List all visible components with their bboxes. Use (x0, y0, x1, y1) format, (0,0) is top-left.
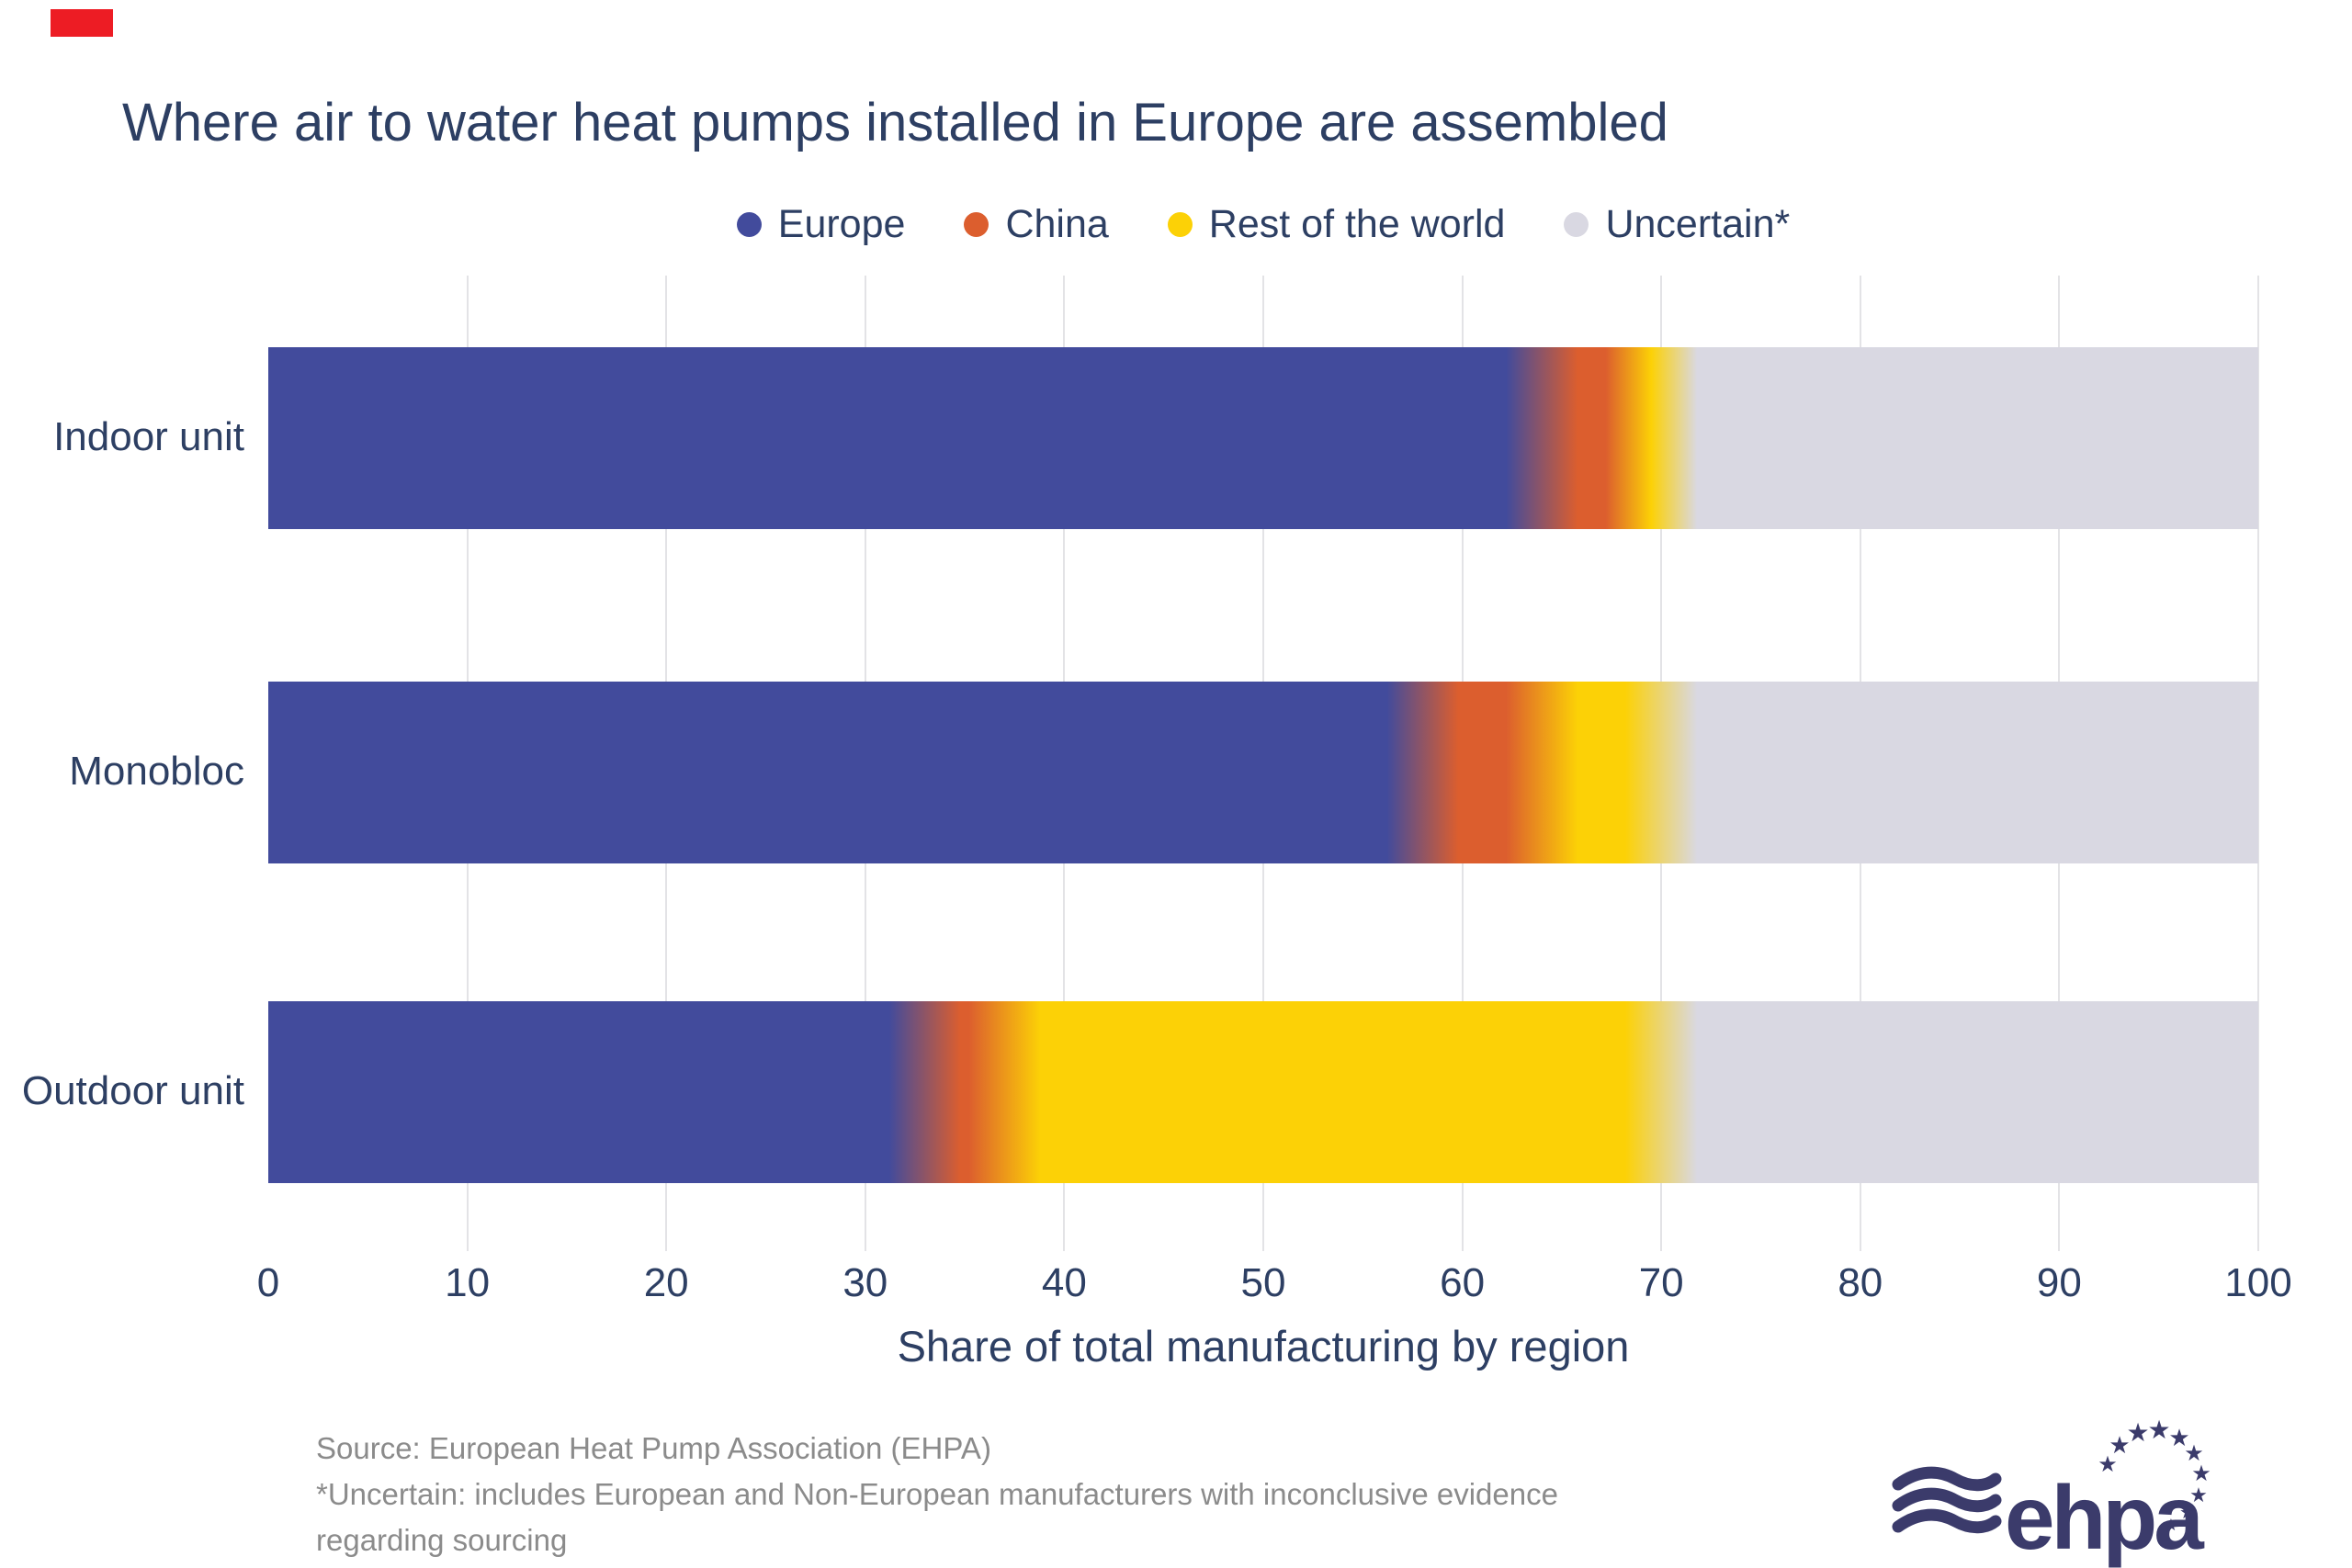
legend-item-china: China (964, 201, 1109, 247)
plot-area (268, 276, 2259, 1251)
legend: Europe China Rest of the world Uncertain* (268, 200, 2258, 248)
chart-title: Where air to water heat pumps installed … (122, 93, 1668, 152)
legend-label: China (1005, 201, 1109, 246)
x-axis-tick-label-70: 70 (1638, 1260, 1684, 1305)
svg-text:★: ★ (2098, 1451, 2118, 1477)
waves-icon (1892, 1466, 2002, 1534)
x-axis-tick-label-30: 30 (842, 1260, 888, 1305)
red-marker (51, 9, 113, 37)
source-text: Source: European Heat Pump Association (… (316, 1431, 991, 1465)
legend-label: Europe (777, 201, 906, 246)
x-axis-tick-label-60: 60 (1440, 1260, 1486, 1305)
x-axis-tick-label-20: 20 (643, 1260, 689, 1305)
bar-outdoor-unit (268, 1001, 2258, 1183)
category-label-indoor-unit: Indoor unit (53, 414, 244, 459)
svg-text:★: ★ (2184, 1440, 2204, 1466)
svg-text:★: ★ (2179, 1501, 2196, 1523)
ehpa-logo: ehpa ★ ★ ★ ★ ★ ★ ★ ★ ★ ★ (1892, 1415, 2211, 1568)
x-axis-title: Share of total manufacturing by region (897, 1322, 1630, 1371)
x-axis-tick-label-10: 10 (445, 1260, 491, 1305)
legend-item-rest-of-the-world: Rest of the world (1167, 201, 1506, 247)
legend-dot-uncertain (1564, 211, 1589, 237)
x-axis-tick-label-50: 50 (1240, 1260, 1286, 1305)
legend-label: Rest of the world (1208, 201, 1506, 246)
legend-dot-rest-of-the-world (1167, 211, 1193, 237)
svg-text:★: ★ (2189, 1484, 2208, 1507)
x-axis-tick-label-0: 0 (256, 1260, 280, 1305)
legend-item-uncertain: Uncertain* (1564, 202, 1790, 247)
category-label-monobloc: Monobloc (69, 749, 244, 794)
bar-monobloc (268, 682, 2258, 863)
svg-text:★: ★ (2109, 1432, 2130, 1460)
svg-text:★: ★ (2126, 1417, 2149, 1448)
legend-label: Uncertain* (1605, 201, 1791, 246)
legend-dot-china (964, 211, 989, 237)
x-axis-tick-label-100: 100 (2224, 1260, 2292, 1305)
footer-notes: Source: European Heat Pump Association (… (316, 1426, 1694, 1563)
uncertain-note-line2: regarding sourcing (316, 1523, 568, 1557)
svg-text:★: ★ (2147, 1415, 2170, 1445)
x-axis-tick-label-90: 90 (2036, 1260, 2082, 1305)
bar-indoor-unit (268, 347, 2258, 529)
svg-text:★: ★ (2191, 1461, 2211, 1486)
ehpa-wordmark: ehpa (2005, 1467, 2205, 1568)
svg-text:★: ★ (2168, 1425, 2189, 1452)
eu-stars-icon: ★ ★ ★ ★ ★ ★ ★ ★ ★ ★ (2098, 1415, 2211, 1535)
legend-dot-europe (736, 211, 762, 237)
svg-text:★: ★ (2164, 1516, 2178, 1535)
category-label-outdoor-unit: Outdoor unit (21, 1068, 244, 1113)
gridline-100 (2257, 276, 2259, 1251)
x-axis-tick-label-80: 80 (1838, 1260, 1883, 1305)
x-axis: 0 10 20 30 40 50 60 70 80 90 100 (257, 1260, 2292, 1310)
uncertain-note-line1: *Uncertain: includes European and Non-Eu… (316, 1477, 1558, 1511)
x-axis-tick-label-40: 40 (1041, 1260, 1087, 1305)
legend-item-europe: Europe (736, 201, 906, 247)
